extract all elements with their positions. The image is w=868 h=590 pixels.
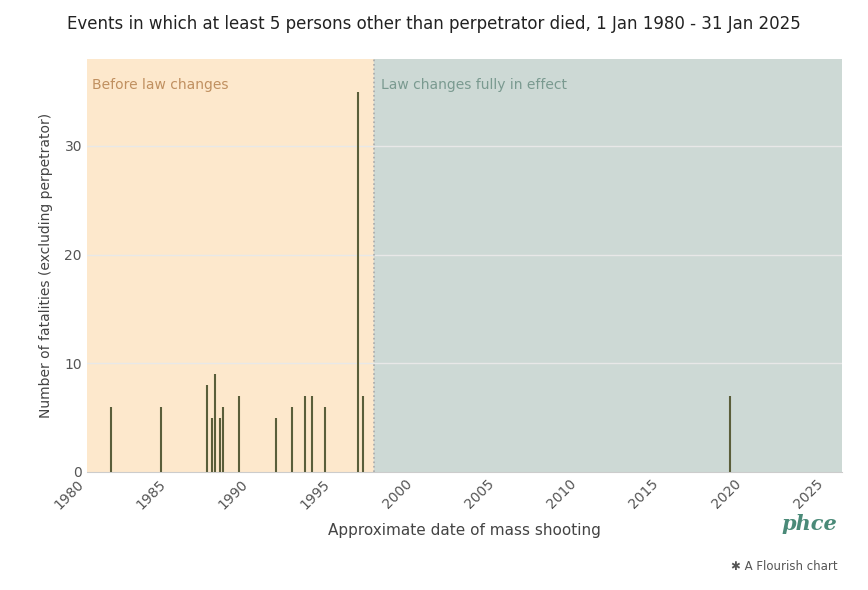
Text: Before law changes: Before law changes [92,78,228,91]
Bar [87,59,374,472]
Text: phce: phce [782,514,838,534]
Y-axis label: Number of fatalities (excluding perpetrator): Number of fatalities (excluding perpetra… [39,113,53,418]
X-axis label: Approximate date of mass shooting: Approximate date of mass shooting [328,523,601,538]
Text: Law changes fully in effect: Law changes fully in effect [381,78,567,91]
Text: ✱ A Flourish chart: ✱ A Flourish chart [731,560,838,573]
Bar [374,59,842,472]
Text: Events in which at least 5 persons other than perpetrator died, 1 Jan 1980 - 31 : Events in which at least 5 persons other… [67,15,801,33]
